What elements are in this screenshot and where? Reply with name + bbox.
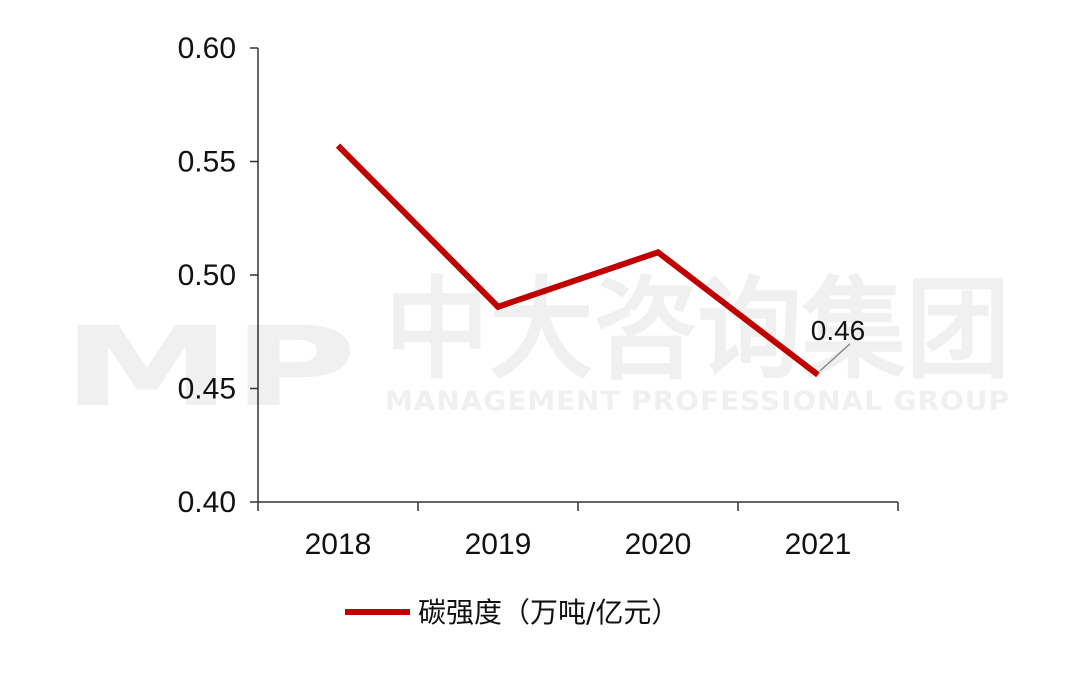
watermark-logo: MP — [62, 303, 357, 431]
y-tick-label: 0.55 — [178, 146, 236, 179]
data-labels: 0.46 — [811, 315, 866, 372]
legend: 碳强度（万吨/亿元） — [345, 596, 679, 629]
y-tick-label: 0.40 — [178, 486, 236, 519]
y-ticks: 0.40 0.45 0.50 0.55 0.60 — [178, 32, 258, 519]
legend-label: 碳强度（万吨/亿元） — [418, 596, 679, 629]
y-tick-label: 0.50 — [178, 259, 236, 292]
watermark-company-en: MANAGEMENT PROFESSIONAL GROUP — [385, 386, 1010, 417]
watermark: MP 中大咨询集团 MANAGEMENT PROFESSIONAL GROUP — [62, 266, 1010, 431]
series-layer — [335, 143, 820, 378]
watermark-company-cn: 中大咨询集团 — [385, 266, 1010, 394]
x-ticks: 2018 2019 2020 2021 — [257, 502, 899, 561]
x-tick-label: 2018 — [305, 528, 372, 561]
x-tick-label: 2019 — [465, 528, 532, 561]
data-label: 0.46 — [811, 315, 866, 346]
x-tick-label: 2021 — [785, 528, 852, 561]
y-tick-label: 0.60 — [178, 32, 236, 65]
y-tick-label: 0.45 — [178, 373, 236, 406]
data-label-leader — [819, 343, 851, 372]
series-line — [335, 143, 820, 378]
x-tick-label: 2020 — [625, 528, 692, 561]
